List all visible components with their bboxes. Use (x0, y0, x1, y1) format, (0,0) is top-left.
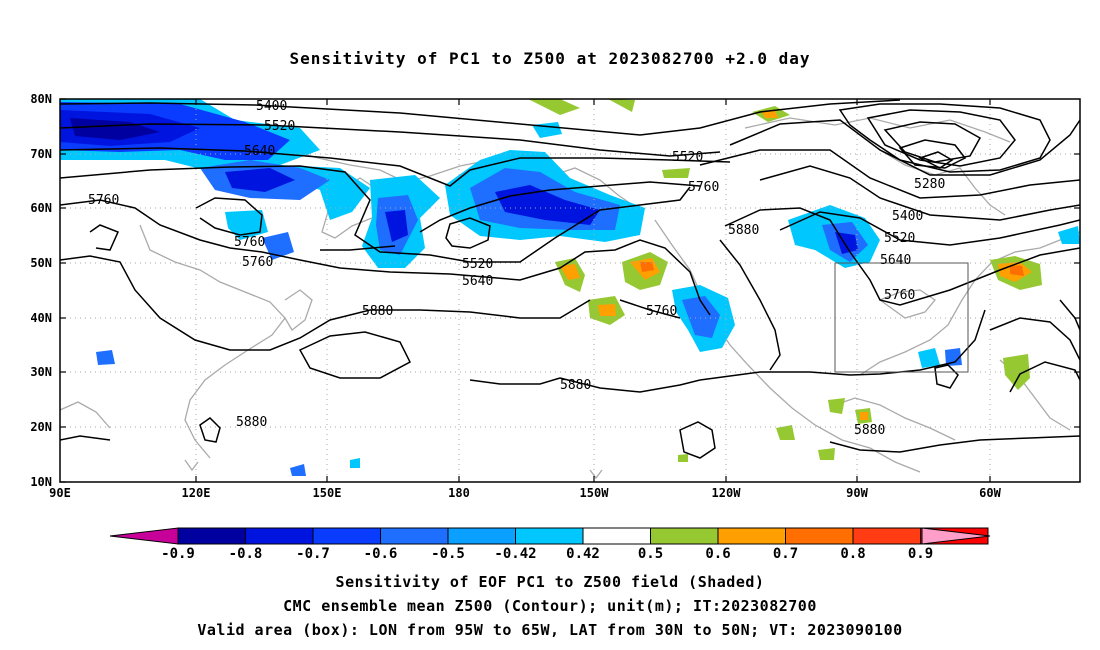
caption-line-3: Valid area (box): LON from 95W to 65W, L… (197, 621, 903, 639)
lon-label: 90E (49, 486, 71, 500)
lon-label: 120E (182, 486, 211, 500)
colorbar-cell (245, 527, 314, 545)
colorbar-labels: -0.9 -0.8 -0.7 -0.6 -0.5 -0.42 0.42 0.5 0.6 0.7 0.… (161, 546, 933, 562)
colorbar-cell (515, 527, 584, 545)
colorbar-label: -0.42 (494, 546, 536, 562)
contour-label: 5760 (688, 180, 719, 195)
lat-label: 80N (30, 92, 52, 106)
lat-labels: 80N 70N 60N 50N 40N 30N 20N 10N (30, 92, 52, 489)
colorbar-cell (312, 527, 381, 545)
colorbar-cell (380, 527, 449, 545)
contour-label: 5760 (88, 193, 119, 208)
sensitivity-shading (60, 99, 1080, 476)
colorbar-label: -0.7 (296, 546, 330, 562)
colorbar-label: -0.9 (161, 546, 195, 562)
contour-label: 5880 (728, 223, 759, 238)
contour-label: 5880 (236, 415, 267, 430)
colorbar-cell (447, 527, 516, 545)
lon-labels: 90E 120E 150E 180 150W 120W 90W 60W (49, 486, 1001, 500)
colorbar-cell (785, 527, 854, 545)
contour-label: 5760 (242, 255, 273, 270)
colorbar-cell (177, 527, 246, 545)
contour-label: 5760 (234, 235, 265, 250)
map-title: Sensitivity of PC1 to Z500 at 2023082700… (289, 49, 811, 68)
contour-label: 5280 (914, 177, 945, 192)
lon-label: 90W (846, 486, 868, 500)
colorbar-high-arrow (921, 527, 991, 545)
contour-label: 5760 (646, 304, 677, 319)
colorbar-cell (650, 527, 719, 545)
z500-contours (60, 99, 1080, 459)
contour-label: 5520 (462, 257, 493, 272)
colorbar-label: 0.42 (566, 546, 600, 562)
contour-label: 5880 (560, 378, 591, 393)
lon-label: 150W (580, 486, 610, 500)
colorbar-cell (582, 527, 651, 545)
colorbar-label: 0.7 (773, 546, 798, 562)
contour-label: 5880 (362, 304, 393, 319)
lat-label: 40N (30, 311, 52, 325)
valid-area-box (834, 262, 969, 373)
contour-label: 5640 (244, 144, 275, 159)
contour-label: 5400 (256, 99, 287, 114)
lon-label: 180 (448, 486, 470, 500)
colorbar-low-arrow (109, 527, 179, 545)
contour-label: 5520 (672, 150, 703, 165)
axis-ticks (60, 98, 1080, 483)
lat-label: 60N (30, 201, 52, 215)
lon-label: 120W (712, 486, 742, 500)
colorbar-label: -0.5 (431, 546, 465, 562)
colorbar-cell (852, 527, 921, 545)
contour-label: 5400 (892, 209, 923, 224)
colorbar: -0.9 -0.8 -0.7 -0.6 -0.5 -0.42 0.42 0.5 0.6 0.7 0.… (109, 527, 991, 562)
contour-label: 5640 (462, 274, 493, 289)
lat-label: 70N (30, 147, 52, 161)
contour-label: 5520 (264, 119, 295, 134)
colorbar-label: 0.5 (638, 546, 663, 562)
contour-label: 5760 (884, 288, 915, 303)
caption-line-1: Sensitivity of EOF PC1 to Z500 field (Sh… (335, 573, 765, 591)
map-frame (59, 98, 1081, 483)
lon-label: 150E (313, 486, 342, 500)
lat-label: 30N (30, 365, 52, 379)
lon-label: 60W (979, 486, 1001, 500)
colorbar-label: -0.6 (364, 546, 398, 562)
lat-label: 50N (30, 256, 52, 270)
colorbar-cells (177, 527, 989, 545)
colorbar-label: 0.8 (840, 546, 865, 562)
colorbar-label: 0.9 (908, 546, 933, 562)
colorbar-label: 0.6 (705, 546, 730, 562)
caption-line-2: CMC ensemble mean Z500 (Contour); unit(m… (283, 597, 817, 615)
contour-labels: 5400 5520 5640 5760 5760 5760 5520 5640 … (88, 99, 945, 438)
colorbar-cell (717, 527, 786, 545)
contour-label: 5520 (884, 231, 915, 246)
lat-label: 10N (30, 475, 52, 489)
colorbar-label: -0.8 (229, 546, 263, 562)
contour-label: 5640 (880, 253, 911, 268)
contour-label: 5880 (854, 423, 885, 438)
lat-label: 20N (30, 420, 52, 434)
